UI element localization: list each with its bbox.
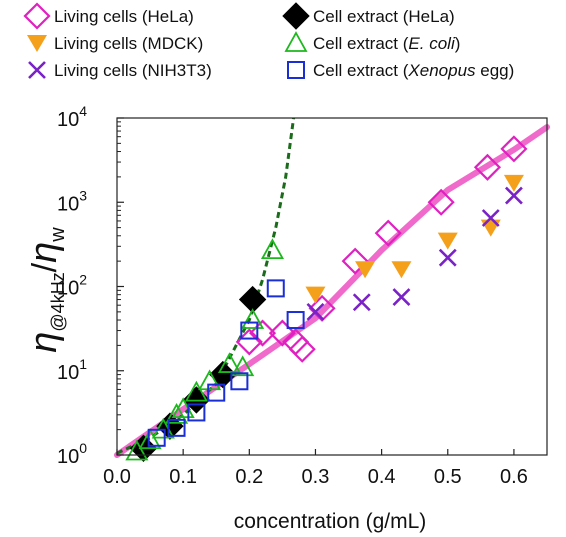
point-5-7 <box>286 311 305 330</box>
point-4-0 <box>125 439 149 461</box>
point-4-5 <box>184 380 208 402</box>
legend-label-4: Cell extract (E. coli) <box>313 34 460 53</box>
x-tick-label: 0.4 <box>368 466 396 488</box>
point-0-4 <box>288 335 316 363</box>
y-label-slash: / <box>26 262 64 272</box>
point-0-7 <box>374 219 402 247</box>
y-axis-ticks: 100 101 102 103 104 <box>57 103 124 468</box>
point-1-3 <box>437 232 458 250</box>
legend-marker-2 <box>28 61 46 79</box>
x-tick-label: 0.2 <box>235 466 263 488</box>
point-3-4 <box>238 285 267 314</box>
y-label-subscript: @4kHz <box>48 272 68 331</box>
y-tick-label: 100 <box>57 440 87 468</box>
legend-label-2: Living cells (NIH3T3) <box>54 61 212 80</box>
x-tick-label: 0.0 <box>103 466 131 488</box>
point-2-1 <box>352 293 371 312</box>
point-3-3 <box>209 360 237 389</box>
point-4-9 <box>241 308 265 329</box>
point-2-0 <box>306 302 325 321</box>
point-5-0 <box>147 428 166 447</box>
point-0-9 <box>473 153 502 181</box>
x-tick-label: 0.1 <box>169 466 197 488</box>
point-1-2 <box>391 261 412 279</box>
point-5-2 <box>187 403 206 422</box>
y-tick-label: 104 <box>57 103 87 131</box>
x-tick-label: 0.3 <box>302 466 330 488</box>
legend-marker-4 <box>284 31 308 52</box>
legend-marker-0 <box>23 2 51 30</box>
point-5-3 <box>207 383 226 402</box>
legend-marker-5 <box>287 61 305 79</box>
y-label-eta-2: η <box>23 242 65 263</box>
fit-line-solid <box>114 124 550 458</box>
point-0-5 <box>308 294 336 322</box>
point-2-2 <box>392 288 411 306</box>
point-0-6 <box>341 247 369 275</box>
point-4-7 <box>217 352 241 373</box>
legend-marker-1 <box>27 35 47 52</box>
svg-text:η@4kHz/ηw: η@4kHz/ηw <box>23 227 69 353</box>
legend-label-3: Cell extract (HeLa) <box>313 7 455 26</box>
y-tick-label: 103 <box>57 187 87 215</box>
point-2-3 <box>438 248 457 267</box>
x-tick-label: 0.5 <box>434 466 462 488</box>
point-4-6 <box>198 369 222 391</box>
x-axis-label: concentration (g/mL) <box>234 510 427 533</box>
point-5-1 <box>167 418 186 437</box>
point-1-5 <box>503 174 524 192</box>
y-tick-label: 101 <box>57 356 87 384</box>
point-2-5 <box>505 186 523 205</box>
data-points <box>125 135 528 463</box>
legend: Living cells (HeLa) Living cells (MDCK) Li… <box>23 2 514 80</box>
fit-line-dashed <box>116 117 296 455</box>
point-0-8 <box>427 188 455 216</box>
legend-label-0: Living cells (HeLa) <box>54 7 194 26</box>
fit-lines <box>114 117 550 458</box>
point-1-4 <box>480 219 501 237</box>
point-5-5 <box>240 321 259 340</box>
y-axis-label: η@4kHz/ηw <box>23 227 69 353</box>
point-0-1 <box>248 319 277 347</box>
y-tick-label: 102 <box>57 272 87 300</box>
x-axis-ticks: 0.0 0.1 0.2 0.3 0.4 0.5 0.6 <box>103 449 528 488</box>
point-4-1 <box>138 428 162 450</box>
point-5-6 <box>266 279 285 298</box>
point-5-4 <box>230 372 249 391</box>
y-label-eta: η <box>23 332 65 353</box>
legend-marker-3 <box>282 2 310 30</box>
legend-label-5: Cell extract (Xenopus egg) <box>313 61 514 80</box>
y-label-subscript-w: w <box>47 227 69 243</box>
x-tick-label: 0.6 <box>500 466 528 488</box>
point-4-10 <box>260 238 284 260</box>
point-4-3 <box>165 402 189 424</box>
point-2-4 <box>481 209 500 227</box>
point-1-0 <box>305 286 326 304</box>
point-4-8 <box>231 355 255 377</box>
point-1-1 <box>355 261 376 279</box>
legend-label-1: Living cells (MDCK) <box>54 34 203 53</box>
point-0-2 <box>268 319 296 347</box>
point-0-10 <box>500 135 528 163</box>
